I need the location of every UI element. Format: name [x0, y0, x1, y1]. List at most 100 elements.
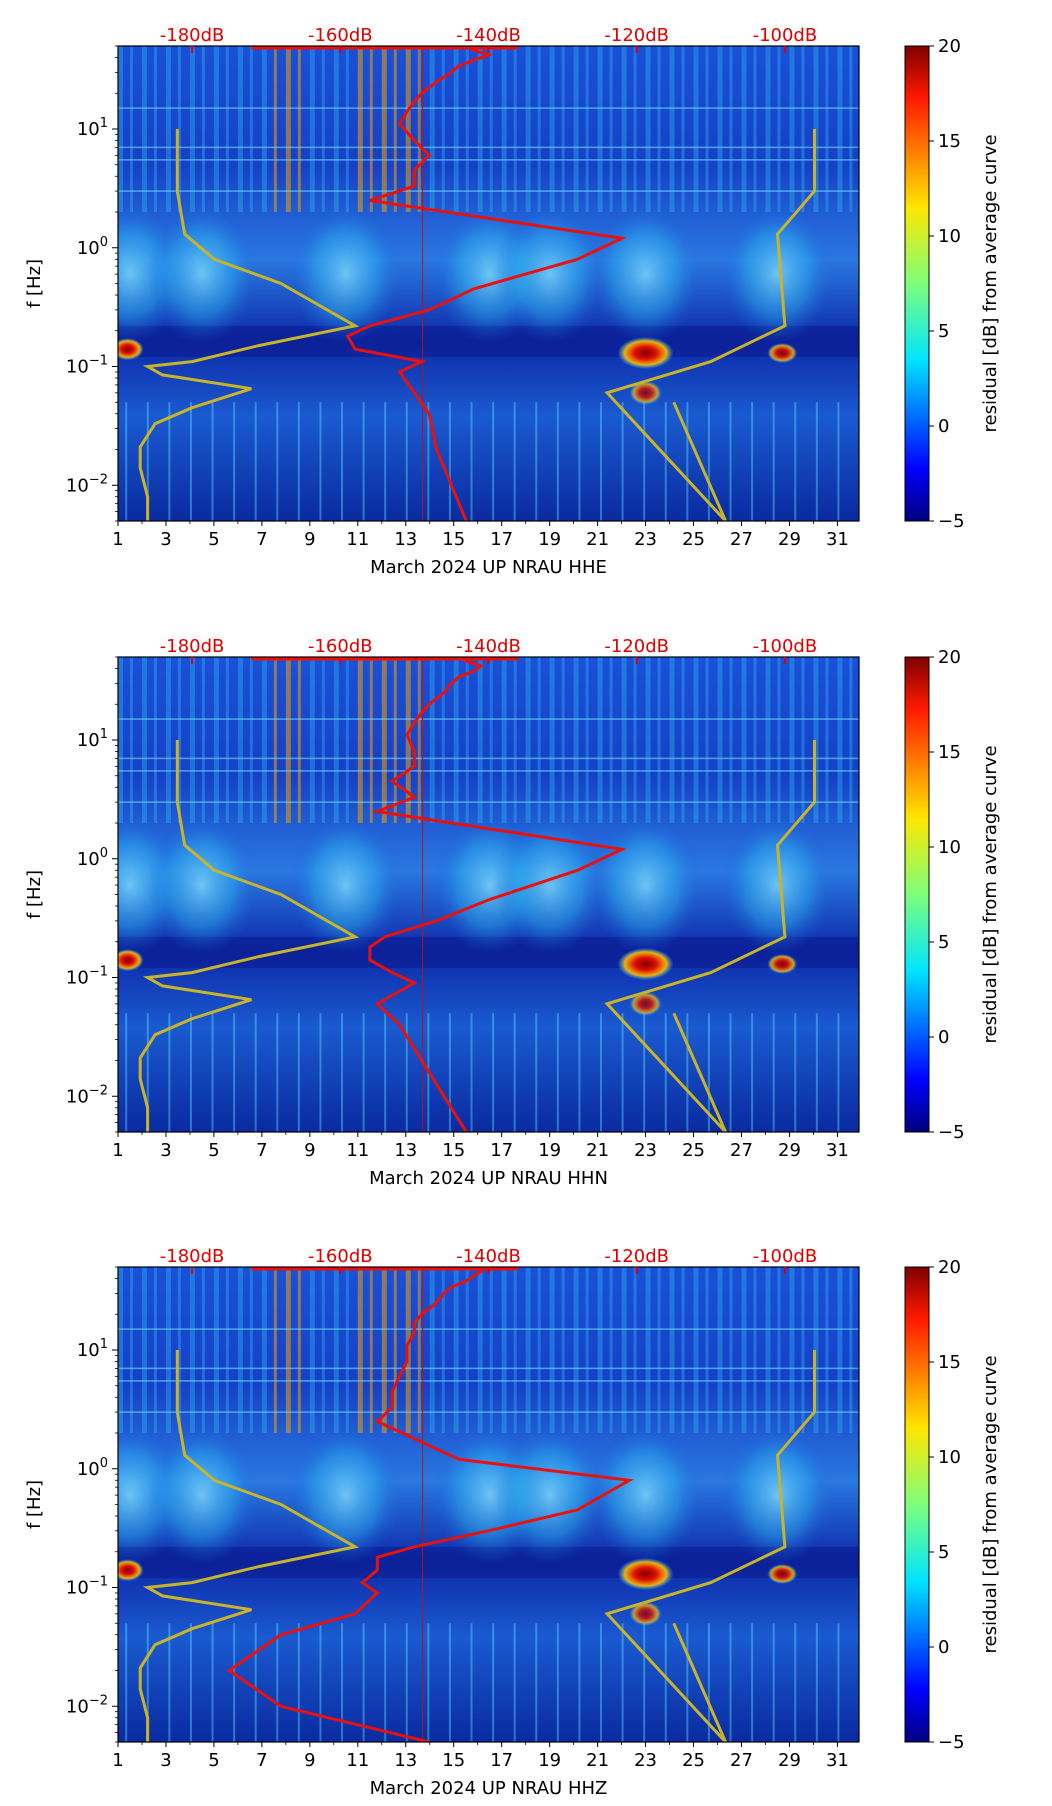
hf-stripe [729, 46, 733, 213]
x-tick-label: 13 [394, 1140, 417, 1161]
hf-stripe [693, 46, 699, 213]
colorbar-tick-label: 0 [938, 1637, 949, 1658]
hf-stripe [525, 46, 531, 213]
lf-streak [600, 1013, 603, 1132]
x-tick-label: 27 [730, 1140, 753, 1161]
x-tick-label: 15 [442, 1140, 465, 1161]
yellow-curve [138, 740, 816, 1132]
hf-stripe [501, 1267, 507, 1434]
colorbar-tick-label: 10 [938, 1447, 961, 1468]
hf-stripe [393, 657, 397, 824]
x-tick-label: 7 [256, 1750, 267, 1771]
lf-streak [146, 1013, 149, 1132]
lf-streak [341, 1013, 344, 1132]
storm-blob [146, 204, 257, 345]
colorbar-tick-label: 5 [938, 1542, 949, 1563]
hf-stripe [537, 46, 541, 213]
top-db-label: -140dB [456, 1246, 521, 1267]
lf-streak [686, 402, 689, 521]
colorbar-tick-label: 10 [938, 226, 961, 247]
hf-stripe [153, 1267, 157, 1434]
hf-stripe [393, 1267, 397, 1434]
hf-stripe [753, 46, 757, 213]
hf-stripe [405, 46, 411, 213]
hf-stripe [189, 657, 195, 824]
lf-streak [405, 1013, 408, 1132]
hf-stripe [345, 657, 349, 824]
hf-stripe [237, 1267, 243, 1434]
x-tick-label: 11 [346, 529, 369, 550]
lf-streak [146, 1623, 149, 1742]
hf-stripe [681, 46, 685, 213]
hf-stripe [717, 46, 723, 213]
hf-stripe [825, 657, 829, 824]
lf-streak [254, 1623, 257, 1742]
lf-streak [492, 1623, 495, 1742]
x-tick-label: 9 [304, 1140, 315, 1161]
hf-stripe [357, 46, 363, 213]
storm-blob [590, 1425, 701, 1566]
x-tick-label: 7 [256, 529, 267, 550]
x-tick-label: 9 [304, 1750, 315, 1771]
hf-stripe [633, 46, 637, 213]
lf-streak [492, 1013, 495, 1132]
lf-streak [362, 1013, 365, 1132]
hf-stripe [837, 1267, 843, 1434]
hf-stripe [753, 1267, 757, 1434]
top-db-label: -100dB [753, 25, 818, 46]
x-tick-label: 11 [346, 1140, 369, 1161]
hot-spot [767, 1563, 798, 1584]
x-tick-label: 19 [538, 1140, 561, 1161]
hf-stripe [585, 46, 589, 213]
lf-streak [621, 402, 624, 521]
spectrogram-area [118, 46, 859, 521]
lf-streak [837, 1623, 840, 1742]
storm-blob [494, 204, 605, 345]
lf-streak [556, 1013, 559, 1132]
lf-streak [837, 1013, 840, 1132]
top-db-label: -100dB [753, 1246, 818, 1267]
lf-streak [448, 1013, 451, 1132]
hf-stripe [357, 1267, 363, 1434]
hf-stripe [837, 46, 843, 213]
hf-stripe [213, 1267, 219, 1434]
hf-stripe [549, 657, 555, 824]
top-db-label: -140dB [456, 25, 521, 46]
hf-stripe [129, 46, 133, 213]
hf-stripe [645, 657, 651, 824]
hf-stripe [513, 1267, 517, 1434]
hf-stripe [741, 46, 747, 213]
colorbar-tick-label: 20 [938, 1257, 961, 1278]
lf-streak [211, 402, 214, 521]
hf-stripe [573, 1267, 579, 1434]
hf-stripe [225, 657, 229, 824]
lf-streak [578, 1013, 581, 1132]
storm-blob [722, 204, 833, 345]
lf-streak [362, 1623, 365, 1742]
lf-streak [664, 1013, 667, 1132]
hf-stripe [609, 657, 613, 824]
y-tick-label: 101 [77, 727, 108, 751]
hf-stripe [717, 1267, 723, 1434]
hf-stripe [261, 1267, 267, 1434]
hf-stripe [789, 46, 795, 213]
hf-stripe [369, 1267, 373, 1434]
lf-streak [556, 402, 559, 521]
lf-streak [276, 402, 279, 521]
x-tick-label: 27 [730, 1750, 753, 1771]
lf-streak [815, 402, 818, 521]
hf-stripe [417, 46, 421, 213]
x-tick-label: 29 [778, 529, 801, 550]
hf-stripe [309, 1267, 315, 1434]
x-axis-label: March 2024 UP NRAU HHN [369, 1168, 608, 1189]
hf-stripe [657, 46, 661, 213]
colorbar-tick-label: 10 [938, 837, 961, 858]
red-psd-curve [226, 1267, 634, 1742]
x-tick-label: 31 [826, 1750, 849, 1771]
y-tick-label: 10−2 [66, 1693, 108, 1717]
colorbar-tick-label: 5 [938, 321, 949, 342]
hf-stripe [741, 1267, 747, 1434]
hf-stripe [118, 46, 123, 213]
x-tick-label: 31 [826, 1140, 849, 1161]
